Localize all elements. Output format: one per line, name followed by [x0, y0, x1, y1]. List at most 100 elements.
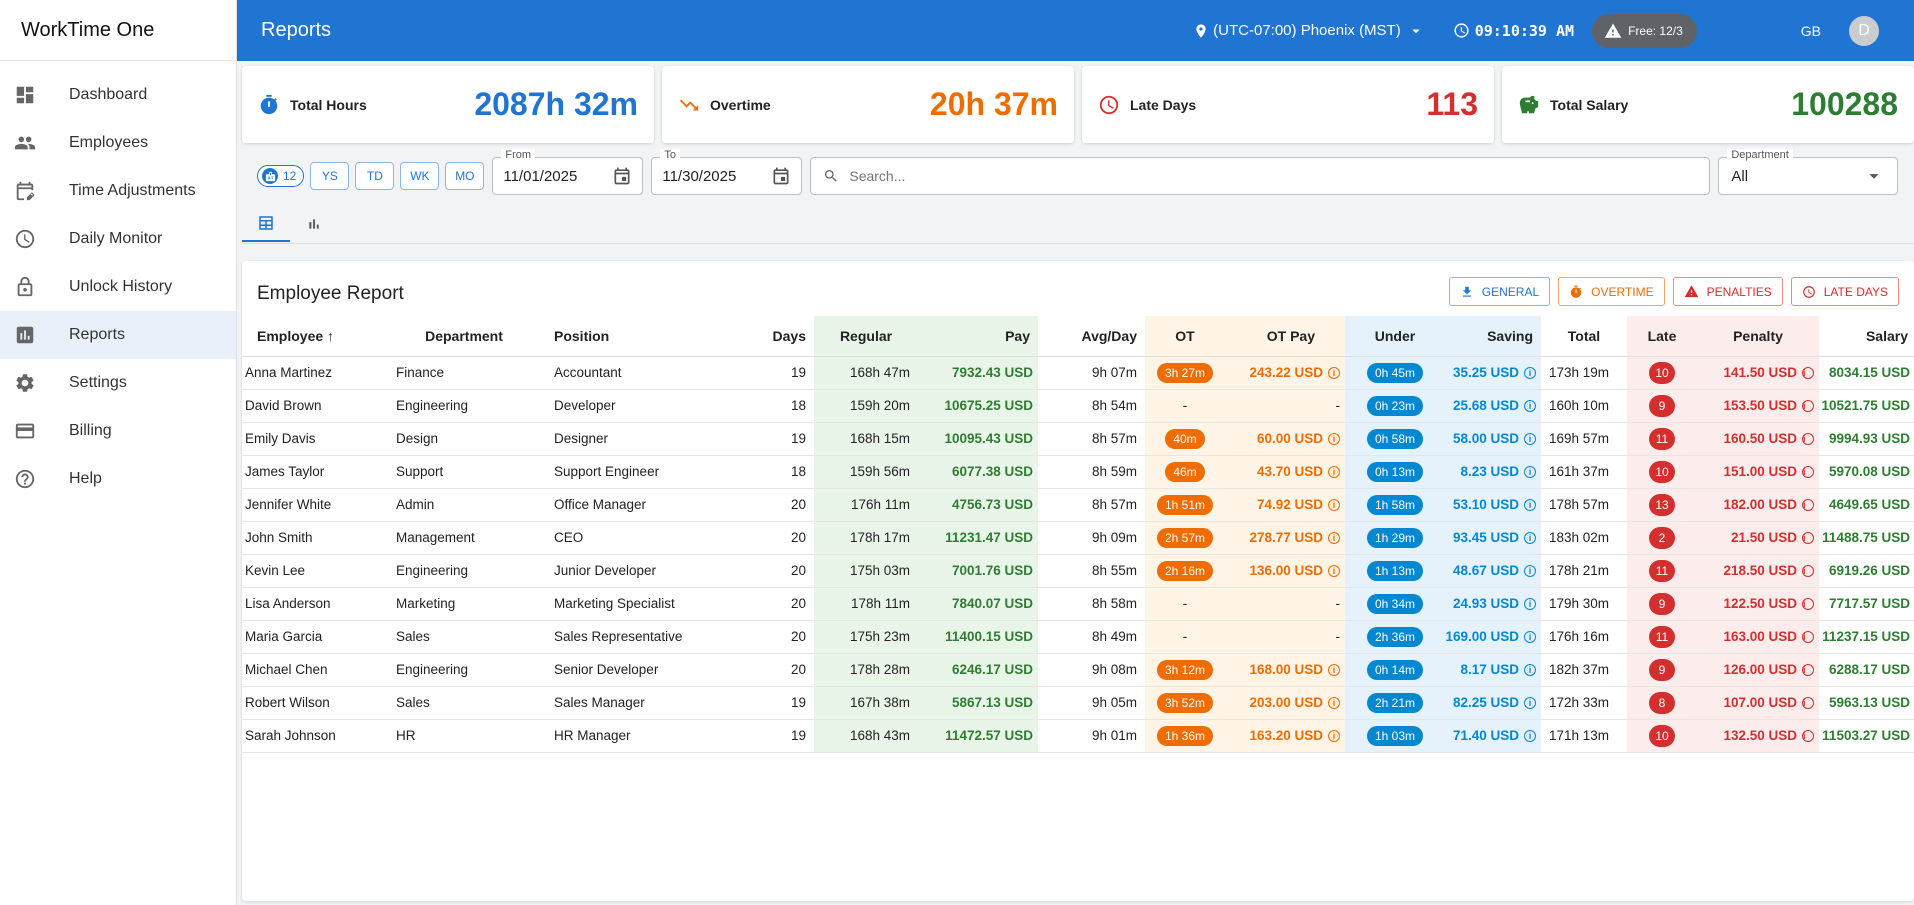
range-yesterday-button[interactable]: YS	[310, 162, 350, 190]
col-late-header[interactable]: Late	[1627, 316, 1697, 357]
sidebar-item-billing[interactable]: Billing	[0, 407, 236, 455]
col-ot-pay-header[interactable]: OT Pay	[1225, 316, 1345, 357]
export-overtime-button[interactable]: OVERTIME	[1558, 277, 1665, 306]
cell-employee[interactable]: Anna Martinez	[242, 356, 384, 390]
cell-employee[interactable]: James Taylor	[242, 455, 384, 489]
table-row[interactable]: Maria Garcia Sales Sales Representative 20 1…	[242, 620, 1914, 654]
plan-usage-badge[interactable]: Free: 12/3	[1592, 13, 1697, 48]
table-row[interactable]: John Smith Management CEO 20 178h 17m 11231.4…	[242, 521, 1914, 555]
search-field[interactable]	[810, 157, 1711, 195]
info-icon[interactable]: i	[1802, 433, 1814, 445]
info-icon[interactable]: i	[1524, 664, 1536, 676]
col-department-header[interactable]: Department	[384, 316, 544, 357]
cell-employee[interactable]: John Smith	[242, 521, 384, 555]
info-icon[interactable]: i	[1802, 466, 1814, 478]
info-icon[interactable]: i	[1802, 730, 1814, 742]
col-under-header[interactable]: Under	[1345, 316, 1445, 357]
export-late-days-button[interactable]: LATE DAYS	[1790, 277, 1899, 306]
cell-employee[interactable]: Emily Davis	[242, 422, 384, 456]
cell-employee[interactable]: Sarah Johnson	[242, 719, 384, 753]
export-general-button[interactable]: GENERAL	[1448, 277, 1551, 306]
tab-chart-view[interactable]	[290, 206, 338, 242]
info-icon[interactable]: i	[1524, 433, 1536, 445]
from-date-field[interactable]: From 11/01/2025	[492, 149, 644, 195]
info-icon[interactable]: i	[1802, 367, 1814, 379]
cell-employee[interactable]: Robert Wilson	[242, 686, 384, 720]
info-icon[interactable]: i	[1328, 433, 1340, 445]
col-days-header[interactable]: Days	[708, 316, 814, 357]
col-salary-header[interactable]: Salary	[1819, 316, 1914, 357]
col-saving-header[interactable]: Saving	[1445, 316, 1541, 357]
sidebar-item-help[interactable]: Help	[0, 455, 236, 503]
avatar[interactable]: D	[1849, 15, 1879, 46]
export-penalties-button[interactable]: PENALTIES	[1672, 277, 1783, 306]
table-row[interactable]: Sarah Johnson HR HR Manager 19 168h 43m 11472…	[242, 719, 1914, 753]
info-icon[interactable]: i	[1524, 466, 1536, 478]
info-icon[interactable]: i	[1328, 664, 1340, 676]
cell-employee[interactable]: Lisa Anderson	[242, 587, 384, 621]
info-icon[interactable]: i	[1328, 565, 1340, 577]
info-icon[interactable]: i	[1802, 400, 1814, 412]
col-pay-header[interactable]: Pay	[918, 316, 1038, 357]
sidebar-item-reports[interactable]: Reports	[0, 311, 236, 359]
info-icon[interactable]: i	[1524, 532, 1536, 544]
info-icon[interactable]: i	[1328, 532, 1340, 544]
table-row[interactable]: Michael Chen Engineering Senior Developer 2…	[242, 653, 1914, 687]
info-icon[interactable]: i	[1328, 466, 1340, 478]
table-row[interactable]: Lisa Anderson Marketing Marketing Speciali…	[242, 587, 1914, 621]
table-row[interactable]: Kevin Lee Engineering Junior Developer 20 17…	[242, 554, 1914, 588]
employee-count-chip[interactable]: 12	[257, 165, 305, 187]
info-icon[interactable]: i	[1524, 631, 1536, 643]
col-regular-header[interactable]: Regular	[814, 316, 918, 357]
info-icon[interactable]: i	[1524, 730, 1536, 742]
col-employee-header[interactable]: Employee ↑	[242, 316, 384, 357]
info-icon[interactable]: i	[1802, 598, 1814, 610]
table-row[interactable]: Robert Wilson Sales Sales Manager 19 167h 38…	[242, 686, 1914, 720]
search-input[interactable]	[849, 168, 1650, 184]
info-icon[interactable]: i	[1524, 499, 1536, 511]
sidebar-item-daily-monitor[interactable]: Daily Monitor	[0, 215, 236, 263]
info-icon[interactable]: i	[1524, 400, 1536, 412]
col-penalty-header[interactable]: Penalty	[1697, 316, 1819, 357]
calendar-icon[interactable]	[612, 166, 632, 186]
range-month-button[interactable]: MO	[445, 162, 485, 190]
to-date-field[interactable]: To 11/30/2025	[651, 149, 803, 195]
timezone-selector[interactable]: (UTC-07:00) Phoenix (MST)	[1193, 22, 1425, 40]
user-initials[interactable]: GB	[1800, 22, 1821, 39]
info-icon[interactable]: i	[1524, 367, 1536, 379]
info-icon[interactable]: i	[1802, 499, 1814, 511]
col-position-header[interactable]: Position	[544, 316, 708, 357]
info-icon[interactable]: i	[1802, 664, 1814, 676]
calendar-icon[interactable]	[771, 166, 791, 186]
cell-employee[interactable]: Michael Chen	[242, 653, 384, 687]
range-week-button[interactable]: WK	[400, 162, 440, 190]
table-row[interactable]: David Brown Engineering Developer 18 159h 20…	[242, 389, 1914, 423]
sidebar-item-unlock-history[interactable]: Unlock History	[0, 263, 236, 311]
info-icon[interactable]: i	[1524, 565, 1536, 577]
table-row[interactable]: Anna Martinez Finance Accountant 19 168h 47m…	[242, 356, 1914, 390]
info-icon[interactable]: i	[1328, 697, 1340, 709]
info-icon[interactable]: i	[1524, 697, 1536, 709]
tab-table-view[interactable]	[242, 206, 290, 242]
sidebar-item-employees[interactable]: Employees	[0, 119, 236, 167]
col-ot-header[interactable]: OT	[1145, 316, 1225, 357]
table-row[interactable]: James Taylor Support Support Engineer 18 159…	[242, 455, 1914, 489]
sidebar-item-settings[interactable]: Settings	[0, 359, 236, 407]
info-icon[interactable]: i	[1802, 532, 1814, 544]
info-icon[interactable]: i	[1328, 367, 1340, 379]
cell-employee[interactable]: Jennifer White	[242, 488, 384, 522]
info-icon[interactable]: i	[1328, 499, 1340, 511]
info-icon[interactable]: i	[1802, 631, 1814, 643]
cell-employee[interactable]: Maria Garcia	[242, 620, 384, 654]
cell-employee[interactable]: Kevin Lee	[242, 554, 384, 588]
table-row[interactable]: Emily Davis Design Designer 19 168h 15m 10095…	[242, 422, 1914, 456]
info-icon[interactable]: i	[1328, 730, 1340, 742]
info-icon[interactable]: i	[1524, 598, 1536, 610]
info-icon[interactable]: i	[1802, 565, 1814, 577]
col-total-header[interactable]: Total	[1541, 316, 1627, 357]
sidebar-item-time-adjustments[interactable]: Time Adjustments	[0, 167, 236, 215]
sidebar-item-dashboard[interactable]: Dashboard	[0, 71, 236, 119]
col-avg-day-header[interactable]: Avg/Day	[1038, 316, 1145, 357]
table-row[interactable]: Jennifer White Admin Office Manager 20 176h …	[242, 488, 1914, 522]
cell-employee[interactable]: David Brown	[242, 389, 384, 423]
